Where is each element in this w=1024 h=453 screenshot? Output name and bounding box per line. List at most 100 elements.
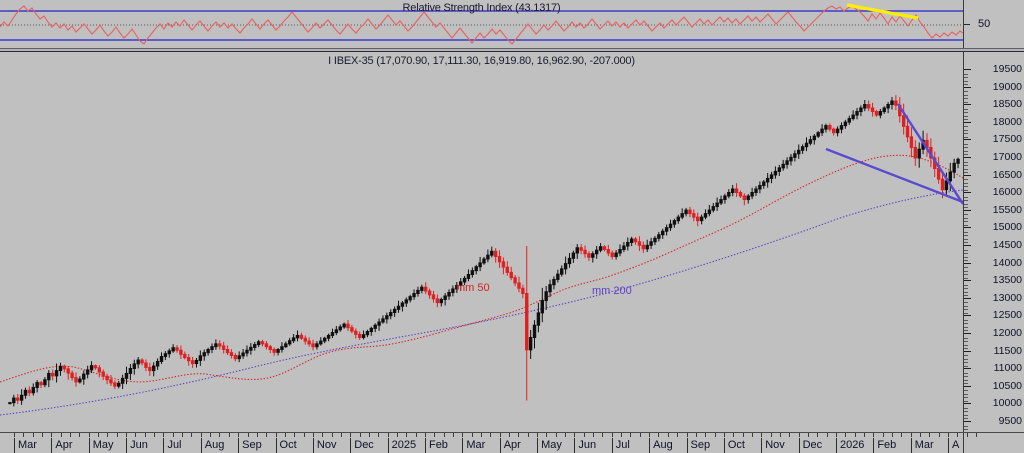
price-axis-minor-tick bbox=[964, 256, 968, 258]
date-axis-minor-tick bbox=[144, 433, 146, 437]
candle-body bbox=[171, 347, 175, 352]
date-axis-minor-tick bbox=[51, 433, 53, 437]
date-axis-minor-tick bbox=[88, 433, 90, 437]
candle-body bbox=[614, 252, 618, 258]
candle-body bbox=[851, 114, 855, 120]
price-axis-minor-tick bbox=[964, 186, 968, 188]
candle-body bbox=[699, 216, 704, 222]
date-axis-minor-tick bbox=[976, 433, 978, 437]
candle-body bbox=[633, 238, 638, 243]
price-plot-area[interactable]: I IBEX-35 (17,070.90, 17,111.30, 16,919.… bbox=[0, 52, 963, 432]
candle-body bbox=[334, 329, 339, 334]
date-axis-labels: Mar Apr May Jun Jul Aug Sep Oct Nov Dec 2025 Feb Mar… bbox=[0, 438, 1024, 453]
price-axis-minor-tick bbox=[964, 400, 968, 402]
price-axis-minor-tick bbox=[964, 108, 968, 110]
price-axis-minor-tick bbox=[964, 143, 968, 145]
date-axis-minor-tick bbox=[312, 433, 314, 437]
candle-body bbox=[754, 188, 758, 193]
candle-body bbox=[905, 125, 910, 138]
ma50-line bbox=[0, 154, 963, 383]
candle-body bbox=[350, 327, 354, 332]
candle-body bbox=[560, 268, 564, 275]
price-axis-minor-tick bbox=[964, 112, 968, 114]
candle-body bbox=[556, 273, 560, 280]
date-axis-minor-tick bbox=[639, 433, 641, 437]
date-axis-minor-tick bbox=[378, 433, 380, 437]
price-axis-minor-tick bbox=[964, 288, 968, 290]
candle-body bbox=[109, 379, 113, 384]
trendline-lower-support bbox=[825, 147, 963, 204]
price-axis-tick-16000: 16000 bbox=[964, 186, 1024, 199]
candle-body bbox=[839, 125, 844, 130]
price-axis-tick-19500: 19500 bbox=[964, 63, 1024, 76]
price-axis-minor-tick bbox=[964, 411, 968, 413]
candle-body bbox=[326, 334, 331, 339]
date-axis-minor-tick bbox=[79, 433, 81, 437]
date-axis-minor-tick bbox=[658, 433, 660, 437]
ma200-line bbox=[0, 189, 963, 416]
price-axis-minor-tick bbox=[964, 129, 968, 131]
candle-body bbox=[43, 379, 47, 386]
candle-body bbox=[781, 163, 785, 169]
date-axis-minor-tick bbox=[219, 433, 221, 437]
candle-body bbox=[253, 344, 257, 348]
price-value-axis[interactable]: 19500 19000 18500 18000 17500 17000 16500 16000… bbox=[963, 52, 1024, 438]
candle-body bbox=[167, 350, 171, 355]
candle-body bbox=[194, 359, 199, 365]
date-axis-minor-tick bbox=[593, 433, 595, 437]
candle-body bbox=[357, 333, 362, 339]
candle-body bbox=[649, 241, 653, 246]
candle-body bbox=[575, 247, 579, 254]
price-axis-minor-tick bbox=[964, 231, 968, 233]
price-tick-mark bbox=[964, 421, 971, 422]
date-axis-minor-tick bbox=[191, 433, 193, 437]
price-axis-minor-tick bbox=[964, 267, 968, 269]
candle-body bbox=[816, 132, 820, 137]
date-axis-minor-tick bbox=[396, 433, 398, 437]
price-axis-tick-label: 10000 bbox=[992, 397, 1022, 410]
candle-body bbox=[913, 146, 918, 159]
date-axis[interactable]: Mar Apr May Jun Jul Aug Sep Oct Nov Dec 2025 Feb Mar… bbox=[0, 432, 1024, 453]
candle-body bbox=[381, 318, 385, 323]
candle-body bbox=[482, 258, 486, 264]
date-axis-minor-tick bbox=[929, 433, 931, 437]
price-axis-minor-tick bbox=[964, 217, 968, 219]
date-axis-minor-tick bbox=[387, 433, 389, 437]
price-axis-tick-15500: 15500 bbox=[964, 204, 1024, 217]
candle-body bbox=[886, 104, 890, 109]
candle-body bbox=[641, 244, 646, 250]
candle-body bbox=[552, 278, 556, 286]
candle-body bbox=[466, 274, 471, 279]
candle-body bbox=[847, 118, 851, 123]
candle-body bbox=[439, 299, 443, 304]
date-axis-minor-tick bbox=[892, 433, 893, 437]
candle-body bbox=[420, 286, 424, 291]
price-axis-minor-tick bbox=[964, 253, 968, 255]
date-axis-minor-tick bbox=[172, 433, 174, 437]
candle-body bbox=[183, 353, 187, 359]
date-axis-minor-tick bbox=[406, 433, 408, 437]
rsi-plot-area[interactable]: Relative Strength Index (43.1317) bbox=[0, 0, 963, 51]
candle-body bbox=[544, 291, 548, 302]
price-axis-minor-tick bbox=[964, 274, 968, 276]
candle-body bbox=[808, 139, 813, 144]
date-axis-minor-tick bbox=[462, 433, 464, 437]
price-axis-minor-tick bbox=[964, 126, 968, 128]
date-axis-minor-tick bbox=[770, 433, 772, 437]
price-axis-minor-tick bbox=[964, 214, 968, 216]
date-axis-minor-tick bbox=[359, 433, 361, 437]
rsi-value-axis[interactable]: 50 bbox=[963, 0, 1024, 51]
date-axis-minor-tick bbox=[154, 433, 156, 437]
price-axis-tick-label: 16500 bbox=[992, 168, 1022, 181]
candle-body bbox=[451, 288, 455, 293]
date-axis-minor-tick bbox=[135, 433, 137, 437]
candle-body bbox=[233, 354, 238, 360]
candle-body bbox=[797, 149, 801, 155]
price-axis-minor-tick bbox=[964, 238, 968, 240]
candle-body bbox=[455, 284, 459, 290]
price-axis-tick-10000: 10000 bbox=[964, 397, 1024, 410]
date-axis-label-mar: Mar bbox=[462, 438, 485, 453]
candle-body bbox=[322, 337, 327, 342]
date-axis-minor-tick bbox=[471, 433, 473, 437]
candle-body bbox=[186, 357, 191, 362]
